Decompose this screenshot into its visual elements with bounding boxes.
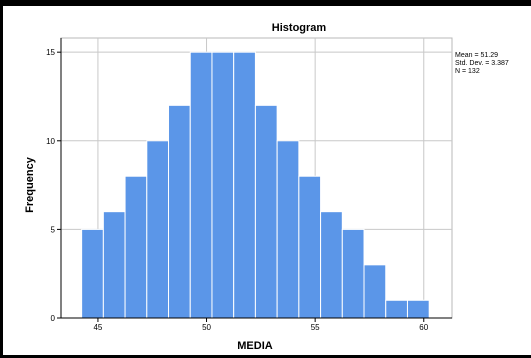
histogram-bar (146, 140, 170, 319)
stats-box: Mean = 51.29 Std. Dev. = 3.387 N = 132 (455, 52, 509, 75)
x-tick-label: 50 (202, 323, 211, 332)
y-axis-label: Frequency (24, 156, 36, 213)
x-tick-labels: 45 50 55 60 (93, 323, 428, 332)
y-tick-label: 0 (51, 314, 56, 323)
x-tick-label: 55 (311, 323, 320, 332)
bars (81, 51, 430, 319)
histogram-bar (168, 104, 191, 319)
stats-std-dev: Std. Dev. = 3.387 (455, 60, 509, 67)
histogram-bar (298, 175, 322, 319)
histogram-bar (363, 264, 387, 319)
histogram-bar (385, 299, 408, 319)
histogram-bar (211, 51, 235, 319)
histogram-bar (406, 299, 430, 319)
histogram-bar (276, 140, 300, 319)
histogram-bar (233, 51, 256, 319)
y-tick-label: 5 (51, 225, 56, 234)
stats-n: N = 132 (455, 68, 480, 75)
histogram-bar (254, 104, 278, 319)
y-tick-labels: 0 5 10 15 (46, 48, 55, 323)
histogram-bar (81, 228, 104, 319)
top-border (0, 0, 531, 6)
stats-mean: Mean = 51.29 (455, 52, 498, 59)
chart-title: Histogram (272, 22, 327, 34)
histogram-bar (320, 211, 343, 319)
y-tick-label: 15 (46, 48, 55, 57)
x-axis-label: MEDIA (237, 340, 273, 352)
y-tick-label: 10 (46, 137, 55, 146)
x-tick-label: 60 (419, 323, 428, 332)
x-tick-label: 45 (93, 323, 102, 332)
axes (57, 38, 452, 322)
histogram-bar (189, 51, 213, 319)
histogram-bar (124, 175, 148, 319)
histogram-bar (102, 211, 126, 319)
histogram-bar (341, 228, 365, 319)
